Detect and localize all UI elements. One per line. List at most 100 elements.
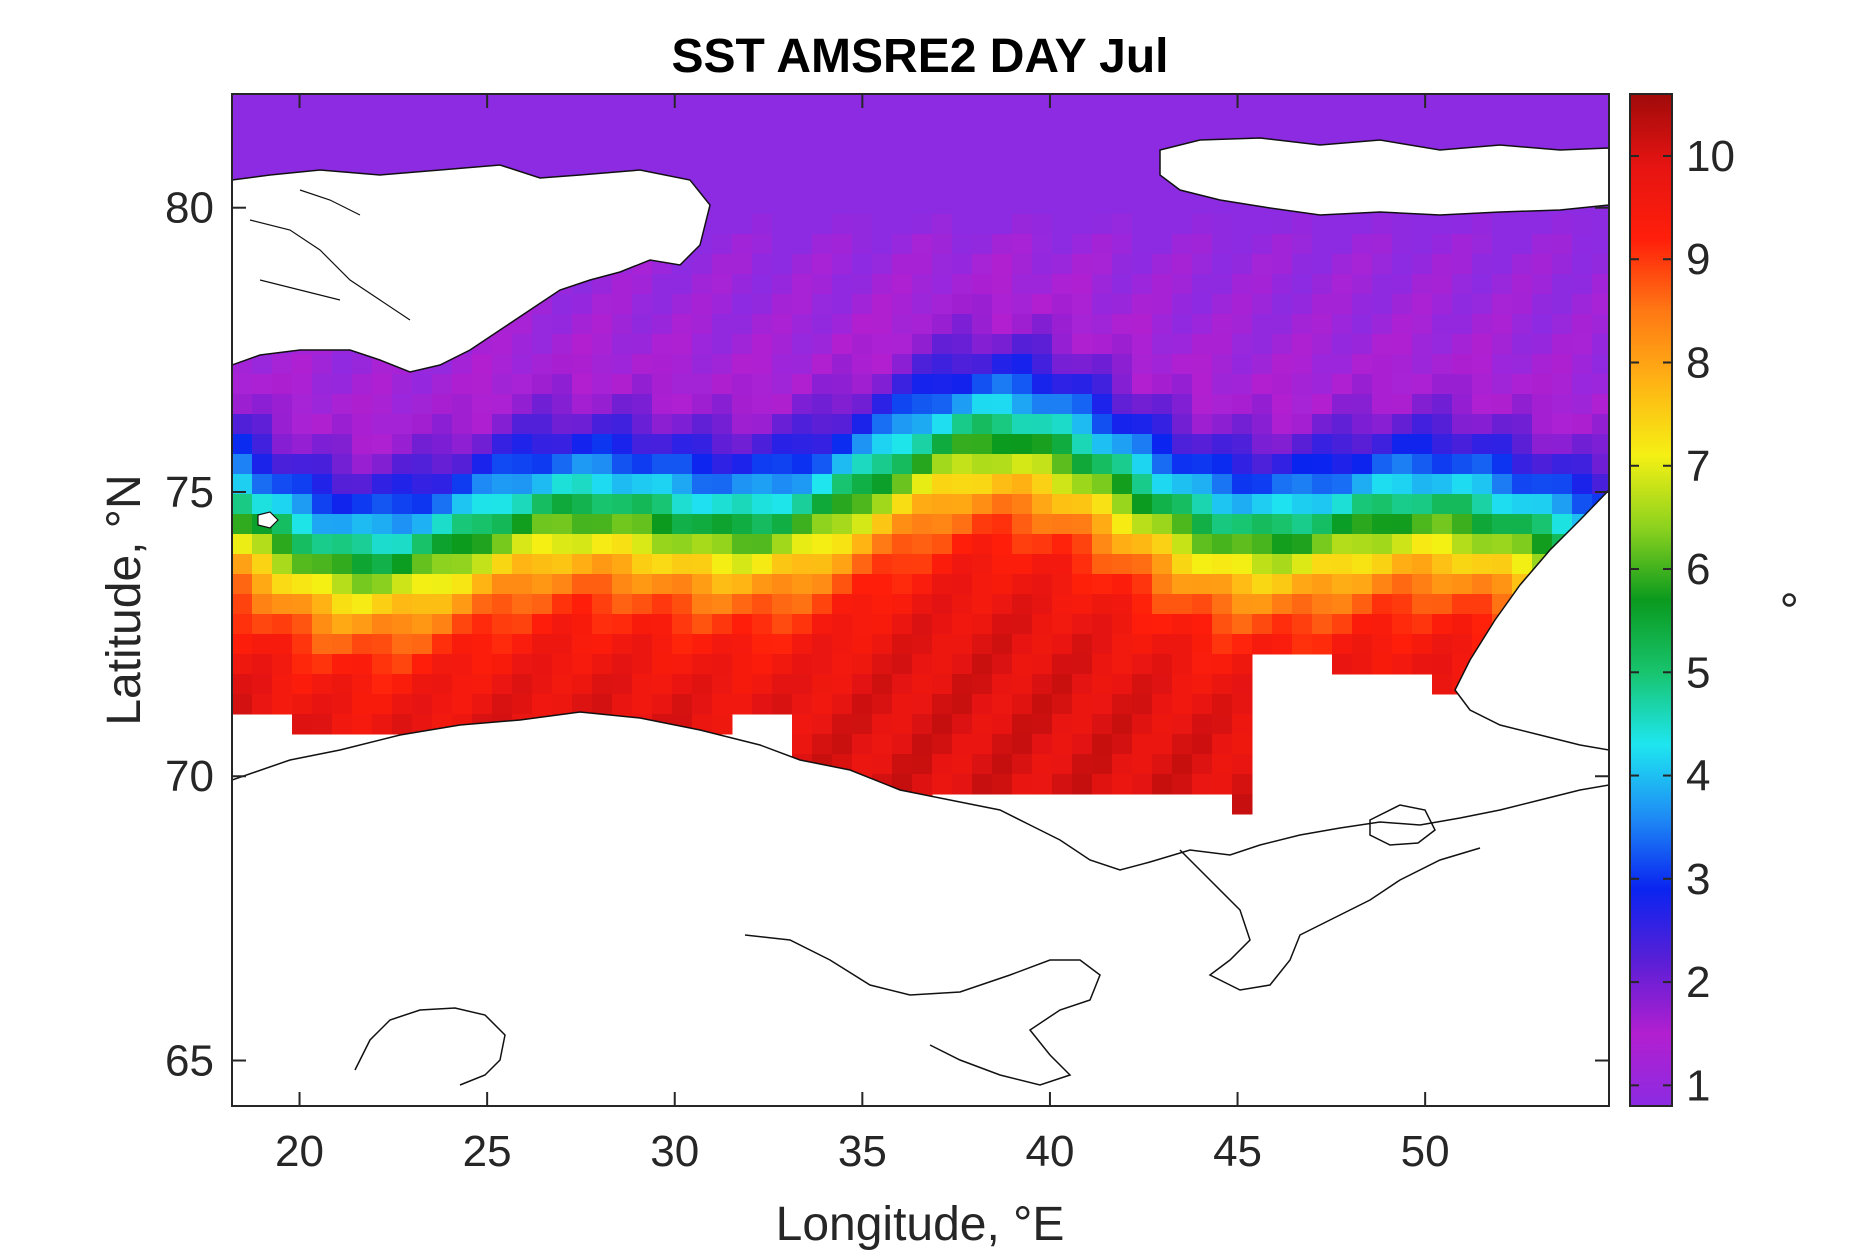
heatmap-cell [972, 614, 993, 635]
heatmap-cell [552, 474, 573, 495]
heatmap-cell [1172, 274, 1193, 295]
heatmap-cell [972, 594, 993, 615]
heatmap-cell [912, 494, 933, 515]
heatmap-cell [1172, 674, 1193, 695]
heatmap-cell [1132, 774, 1153, 795]
heatmap-cell [1292, 474, 1313, 495]
heatmap-cell [292, 494, 313, 515]
heatmap-cell [732, 574, 753, 595]
heatmap-cell [1452, 94, 1473, 115]
heatmap-cell [1092, 354, 1113, 375]
heatmap-cell [892, 614, 913, 635]
heatmap-cell [1092, 374, 1113, 395]
heatmap-cell [1372, 394, 1393, 415]
heatmap-cell [1012, 614, 1033, 635]
heatmap-cell [1412, 414, 1433, 435]
heatmap-cell [1112, 494, 1133, 515]
heatmap-cell [1472, 294, 1493, 315]
heatmap-cell [1232, 434, 1253, 455]
heatmap-cell [592, 694, 613, 715]
heatmap-cell [292, 694, 313, 715]
heatmap-cell [592, 414, 613, 435]
heatmap-cell [292, 574, 313, 595]
heatmap-cell [732, 294, 753, 315]
heatmap-cell [552, 674, 573, 695]
heatmap-cell [412, 594, 433, 615]
heatmap-cell [1112, 774, 1133, 795]
heatmap-cell [1172, 574, 1193, 595]
heatmap-cell [1132, 714, 1153, 735]
heatmap-cell [472, 94, 493, 115]
heatmap-cell [712, 634, 733, 655]
heatmap-cell [672, 654, 693, 675]
heatmap-cell [352, 414, 373, 435]
heatmap-cell [1572, 94, 1593, 115]
heatmap-cell [1072, 114, 1093, 135]
heatmap-cell [1152, 614, 1173, 635]
heatmap-cell [1092, 494, 1113, 515]
heatmap-cell [272, 534, 293, 555]
heatmap-cell [372, 434, 393, 455]
heatmap-cell [1232, 734, 1253, 755]
heatmap-cell [1012, 554, 1033, 575]
heatmap-cell [412, 654, 433, 675]
heatmap-cell [1252, 594, 1273, 615]
heatmap-cell [1352, 514, 1373, 535]
heatmap-cell [592, 654, 613, 675]
heatmap-cell [1132, 514, 1153, 535]
heatmap-cell [1232, 354, 1253, 375]
heatmap-cell [1012, 414, 1033, 435]
heatmap-cell [552, 454, 573, 475]
heatmap-cell [512, 434, 533, 455]
heatmap-cell [1332, 534, 1353, 555]
heatmap-cell [1332, 274, 1353, 295]
heatmap-cell [1352, 494, 1373, 515]
heatmap-cell [852, 174, 873, 195]
heatmap-cell [752, 94, 773, 115]
heatmap-cell [1132, 154, 1153, 175]
heatmap-cell [812, 734, 833, 755]
heatmap-cell [1032, 774, 1053, 795]
heatmap-cell [1252, 94, 1273, 115]
heatmap-cell [1592, 254, 1609, 275]
heatmap-cell [1192, 254, 1213, 275]
heatmap-cell [712, 214, 733, 235]
heatmap-cell [1172, 374, 1193, 395]
heatmap-cell [752, 494, 773, 515]
heatmap-cell [952, 214, 973, 235]
heatmap-cell [812, 694, 833, 715]
heatmap-cell [812, 314, 833, 335]
heatmap-cell [1252, 374, 1273, 395]
heatmap-cell [632, 454, 653, 475]
heatmap-cell [252, 134, 273, 155]
heatmap-cell [652, 94, 673, 115]
heatmap-cell [592, 314, 613, 335]
heatmap-cell [1272, 294, 1293, 315]
heatmap-cell [1292, 294, 1313, 315]
heatmap-cell [732, 474, 753, 495]
heatmap-cell [252, 434, 273, 455]
heatmap-cell [952, 714, 973, 735]
heatmap-cell [1012, 354, 1033, 375]
heatmap-cell [1072, 354, 1093, 375]
heatmap-cell [1212, 254, 1233, 275]
heatmap-cell [1392, 614, 1413, 635]
heatmap-cell [1372, 414, 1393, 435]
heatmap-cell [1252, 494, 1273, 515]
heatmap-cell [1292, 394, 1313, 415]
heatmap-cell [592, 634, 613, 655]
heatmap-cell [792, 514, 813, 535]
heatmap-cell [792, 614, 813, 635]
heatmap-cell [1132, 114, 1153, 135]
heatmap-cell [1232, 394, 1253, 415]
heatmap-cell [592, 434, 613, 455]
heatmap-cell [1052, 174, 1073, 195]
heatmap-cell [792, 414, 813, 435]
heatmap-cell [572, 314, 593, 335]
heatmap-cell [1232, 674, 1253, 695]
heatmap-cell [852, 594, 873, 615]
heatmap-cell [332, 534, 353, 555]
heatmap-cell [1592, 94, 1609, 115]
heatmap-cell [512, 494, 533, 515]
heatmap-cell [1032, 654, 1053, 675]
